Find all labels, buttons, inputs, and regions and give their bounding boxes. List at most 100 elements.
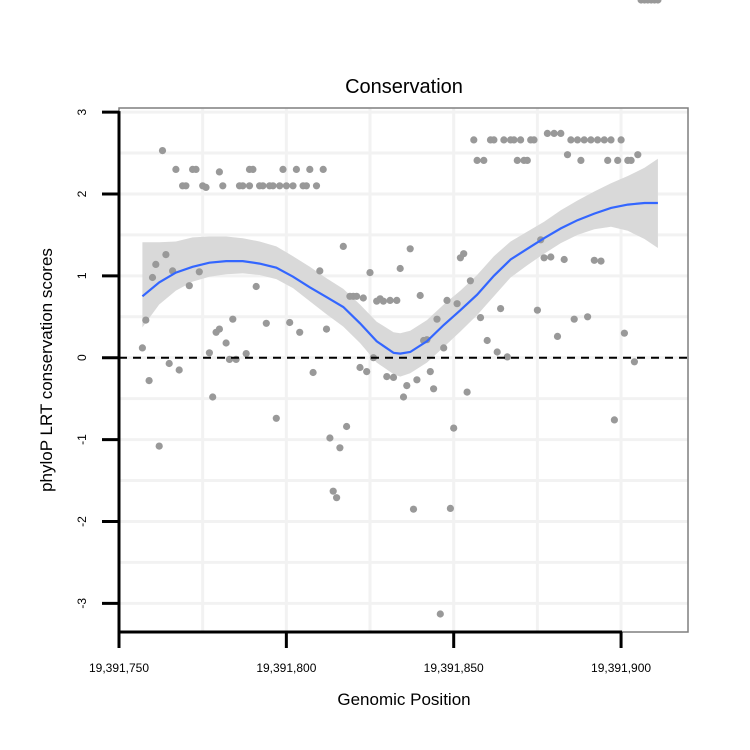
data-point <box>145 377 153 385</box>
data-point <box>155 442 163 450</box>
data-point <box>393 296 401 304</box>
data-point <box>440 344 448 352</box>
data-point <box>356 363 364 372</box>
data-point <box>353 292 361 300</box>
data-point <box>600 136 608 144</box>
y-tick-label: -1 <box>75 434 89 445</box>
data-point <box>209 393 217 401</box>
data-point <box>195 268 203 276</box>
smooth-line <box>141 201 658 355</box>
data-point <box>654 0 662 4</box>
data-point <box>282 182 290 190</box>
data-point <box>142 316 150 324</box>
data-point <box>584 313 592 321</box>
data-point <box>563 151 572 159</box>
data-point <box>543 129 552 137</box>
data-point <box>466 277 474 285</box>
confidence-ribbon-layer <box>142 158 658 377</box>
data-point <box>202 183 210 191</box>
data-point <box>597 257 605 265</box>
data-point <box>594 136 602 144</box>
data-point <box>309 368 317 377</box>
data-point <box>497 305 505 313</box>
scatter-points <box>138 0 662 618</box>
data-point <box>446 504 454 512</box>
data-point <box>172 165 180 173</box>
data-point <box>460 250 468 258</box>
x-tick-label: 19,391,900 <box>591 661 651 675</box>
data-point <box>242 350 250 358</box>
data-point <box>480 156 488 164</box>
data-point <box>490 136 498 144</box>
data-point <box>443 296 451 304</box>
data-point <box>215 168 223 176</box>
data-point <box>182 182 190 190</box>
data-point <box>322 325 331 333</box>
data-point <box>473 156 481 164</box>
data-point <box>222 339 230 347</box>
data-point <box>627 156 635 164</box>
data-point <box>319 165 327 173</box>
data-point <box>540 254 548 262</box>
data-point <box>383 373 391 381</box>
data-point <box>463 388 471 396</box>
x-axis-label: Genomic Position <box>337 690 470 709</box>
smooth-line-layer <box>141 201 658 355</box>
data-point <box>560 255 568 264</box>
data-point <box>158 147 167 155</box>
y-axis: -3 -2 -1 0 1 2 3 <box>75 108 121 632</box>
data-point <box>336 444 344 452</box>
data-point <box>413 376 421 384</box>
data-point <box>604 156 612 164</box>
data-point <box>276 182 284 190</box>
data-point <box>617 136 625 144</box>
data-point <box>547 253 555 261</box>
chart-title: Conservation <box>345 76 463 98</box>
data-point <box>286 318 294 327</box>
data-point <box>553 332 562 340</box>
data-point <box>590 256 598 264</box>
data-point <box>580 136 588 144</box>
data-point <box>483 336 491 345</box>
data-point <box>316 267 324 275</box>
data-point <box>476 314 485 322</box>
data-point <box>399 393 408 401</box>
data-point <box>269 182 277 190</box>
data-point <box>577 156 585 164</box>
data-point <box>259 182 267 190</box>
data-point <box>389 373 398 381</box>
data-point <box>436 610 444 618</box>
data-point <box>162 251 170 259</box>
data-point <box>359 294 367 302</box>
y-tick-label: -2 <box>75 516 89 527</box>
x-tick-label: 19,391,750 <box>89 661 149 675</box>
data-point <box>333 494 341 502</box>
data-point <box>430 385 438 393</box>
data-point <box>306 165 314 173</box>
data-point <box>262 319 270 327</box>
data-point <box>453 300 461 308</box>
data-point <box>292 165 300 173</box>
y-tick-label: 1 <box>75 272 89 279</box>
data-point <box>148 273 157 282</box>
x-axis: 19,391,750 19,391,800 19,391,850 19,391,900 <box>89 630 651 675</box>
data-point <box>614 156 622 164</box>
data-point <box>245 182 254 190</box>
data-point <box>185 282 193 290</box>
x-tick-label: 19,391,800 <box>256 661 316 675</box>
data-point <box>152 260 160 268</box>
data-point <box>573 136 582 144</box>
data-point <box>289 182 297 190</box>
data-point <box>557 129 565 137</box>
data-point <box>550 129 558 137</box>
data-point <box>326 434 334 442</box>
data-point <box>533 306 542 314</box>
data-point <box>366 269 374 277</box>
data-point <box>192 165 200 173</box>
data-point <box>219 182 227 190</box>
y-tick-label: -3 <box>75 598 89 609</box>
data-point <box>433 315 441 323</box>
data-point <box>215 325 223 333</box>
data-point <box>587 136 595 144</box>
